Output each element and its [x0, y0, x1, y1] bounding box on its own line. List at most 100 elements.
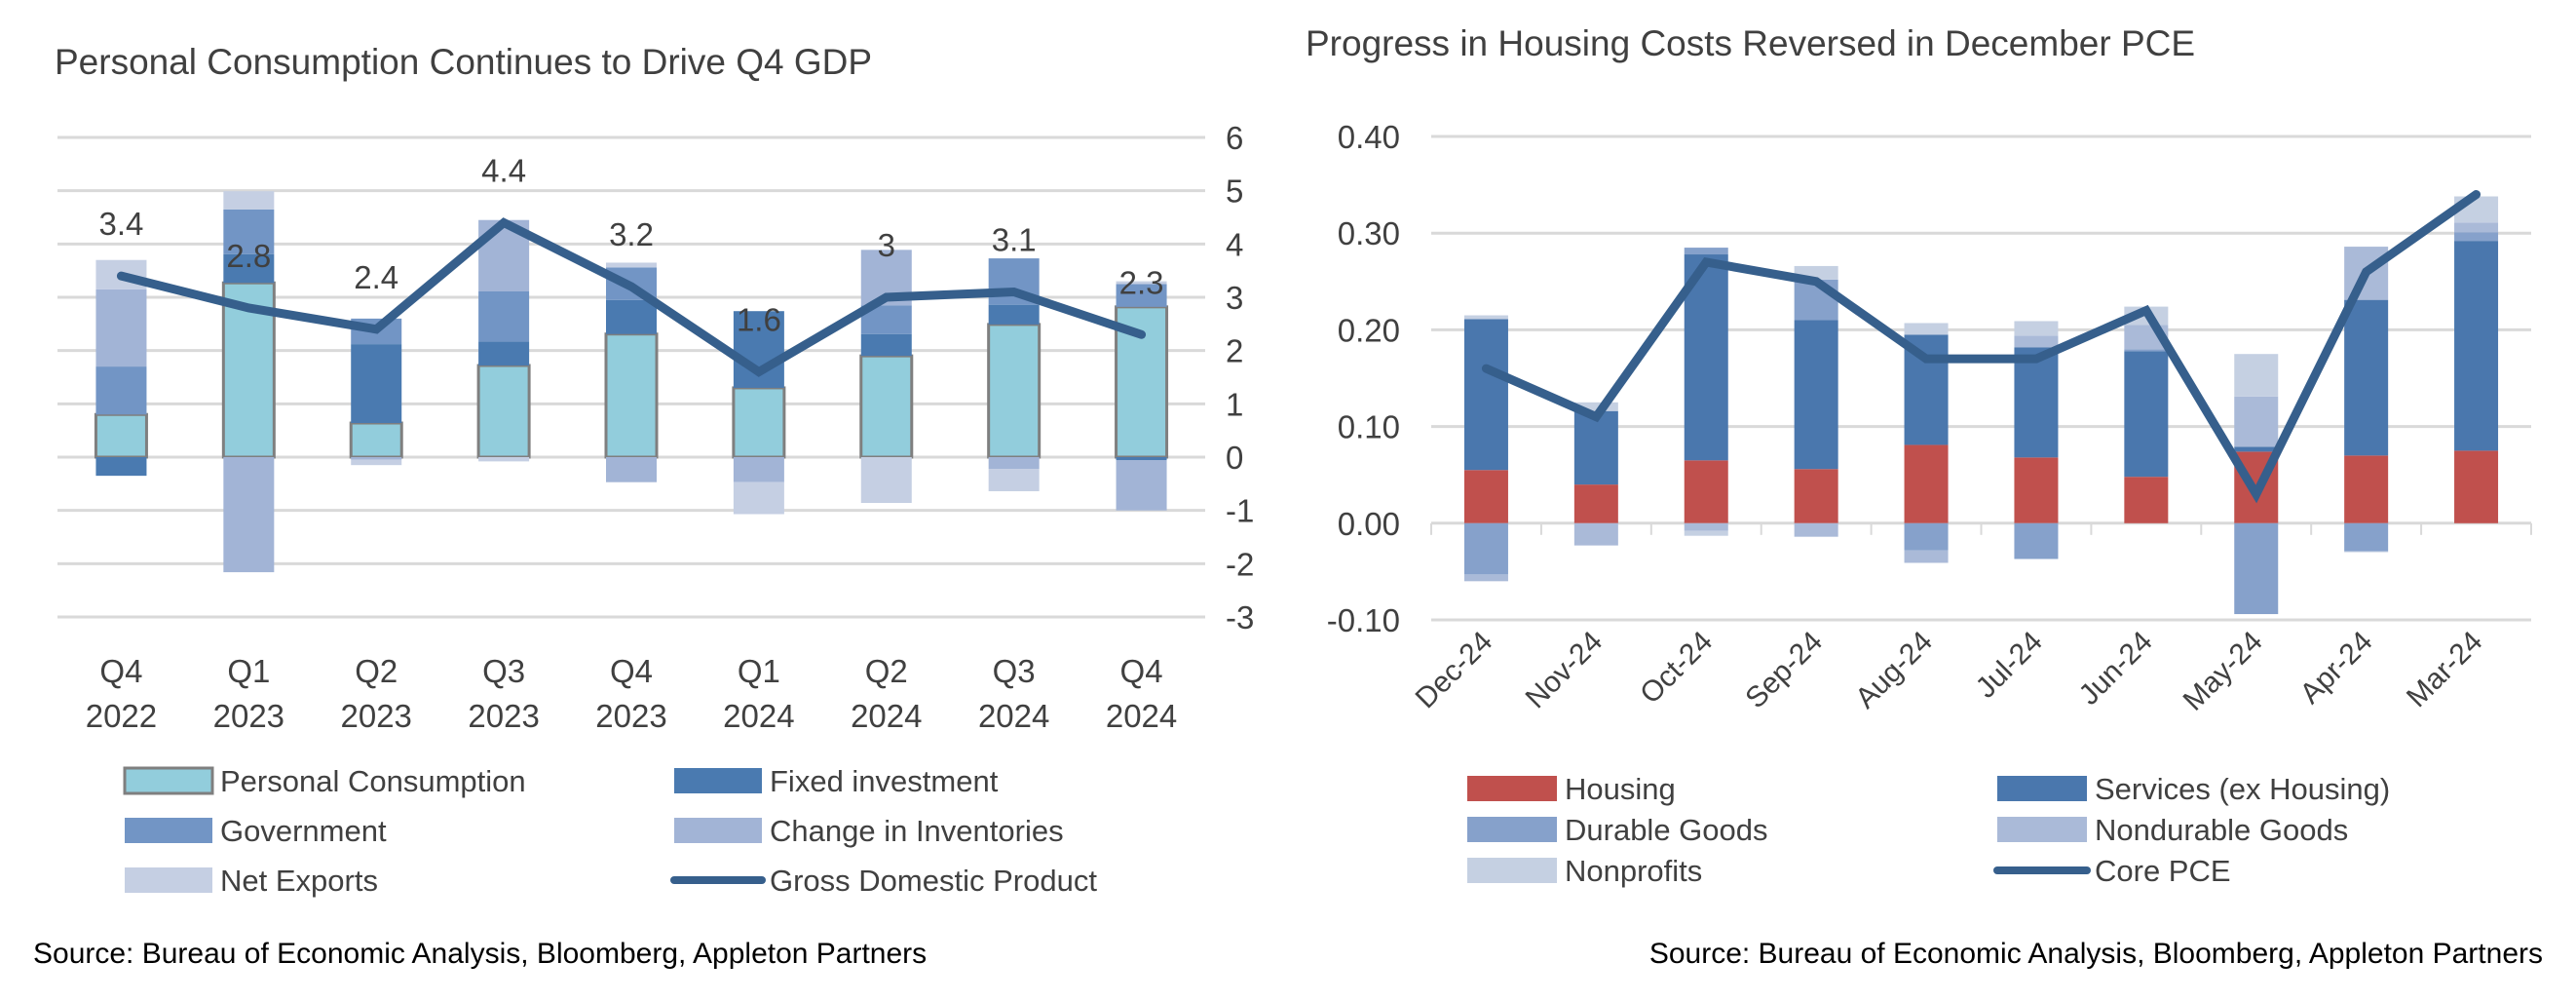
- legend-label: Net Exports: [220, 864, 378, 898]
- bar-segment-net-exports: [733, 481, 784, 515]
- y-tick-label: 0: [1226, 440, 1243, 476]
- bar-segment-personal-consumption: [987, 323, 1042, 459]
- data-label: 3.2: [609, 216, 654, 252]
- legend-item: Gross Domestic Product: [670, 864, 1097, 898]
- y-tick-label: 3: [1226, 280, 1243, 316]
- x-tick-label: Oct-24: [1634, 626, 1719, 711]
- bar-segment-nondurable-goods: [2454, 222, 2499, 233]
- bar-segment-fixed-investment: [1116, 457, 1167, 461]
- bar-segment-durable-goods: [1463, 522, 1508, 575]
- bar-segment-housing: [2124, 477, 2169, 523]
- legend-label: Housing: [1565, 772, 1676, 806]
- x-tick-label: Q4: [610, 653, 653, 689]
- left-chart: -3 -2 -1 0 1 2 3 4 5 6 Q4 2022 Q1 2023 Q2 2023 Q3 2023 Q4 2…: [57, 120, 1254, 898]
- bar-segment-nonprofits: [2014, 321, 2059, 336]
- x-tick-label: Sep-24: [1739, 626, 1829, 715]
- bar-segment-durable-goods: [1904, 522, 1949, 551]
- bar-segment-durable-goods: [1684, 248, 1728, 255]
- legend-item: Nonprofits: [1467, 854, 1702, 888]
- bar-segment-services-ex-housing-: [2454, 241, 2499, 451]
- legend-label: Change in Inventories: [770, 814, 1064, 848]
- bar-segment-net-exports: [988, 469, 1040, 491]
- x-tick-label: 2024: [851, 698, 922, 734]
- bar-segment-housing: [1684, 460, 1728, 523]
- legend-item: Personal Consumption: [123, 764, 526, 798]
- bar-segment-net-exports: [1116, 281, 1167, 285]
- legend-item: Nondurable Goods: [1997, 813, 2348, 847]
- y-tick-label: 6: [1226, 120, 1243, 156]
- bar-segment-durable-goods: [2014, 522, 2059, 559]
- bar-segment-personal-consumption: [94, 412, 148, 459]
- bar-segment-fixed-investment: [606, 299, 657, 334]
- bar-segment-government: [1116, 284, 1167, 307]
- line-series-core-pce: [1481, 190, 2481, 504]
- legend-swatch: [123, 766, 214, 795]
- legend-item: Net Exports: [125, 864, 378, 898]
- legend-item: Fixed investment: [674, 764, 999, 798]
- y-tick-label: -2: [1226, 546, 1254, 582]
- bar-segment-nondurable-goods: [2234, 396, 2279, 447]
- x-tick-label: 2024: [1106, 698, 1177, 734]
- data-label: 3.4: [99, 206, 144, 242]
- right-chart: -0.10 0.00 0.10 0.20 0.30 0.40 Dec-24 Nov-24 Oct…: [1327, 119, 2532, 888]
- right-source-note: Source: Bureau of Economic Analysis, Blo…: [1649, 938, 2543, 970]
- x-tick-label: Q2: [865, 653, 908, 689]
- x-tick-label: Dec-24: [1410, 626, 1499, 715]
- legend-item: Housing: [1467, 772, 1676, 806]
- legend-label: Fixed investment: [770, 764, 999, 798]
- bar-segment-services-ex-housing-: [2344, 299, 2389, 456]
- data-label: 1.6: [737, 302, 781, 338]
- legend-label: Nondurable Goods: [2095, 813, 2348, 847]
- bar-segment-net-exports: [351, 459, 402, 466]
- bar-segment-personal-consumption: [349, 421, 403, 459]
- legend-swatch: [1467, 776, 1557, 801]
- bar-segment-nondurable-goods: [1904, 550, 1949, 563]
- bar-segment-services-ex-housing-: [1794, 320, 1838, 470]
- x-tick-label: Q4: [1120, 653, 1163, 689]
- bar-segment-fixed-investment: [95, 457, 147, 477]
- bar-segment-fixed-investment: [351, 344, 402, 424]
- bar-segment-personal-consumption: [732, 386, 786, 459]
- bar-segment-change-in-inventories: [223, 457, 275, 573]
- legend-label: Durable Goods: [1565, 813, 1768, 847]
- bar-segment-housing: [2344, 455, 2389, 523]
- bar-segment-durable-goods: [2124, 349, 2169, 352]
- x-tick-label: Jul-24: [1970, 626, 2049, 705]
- bar-segment-personal-consumption: [476, 364, 531, 459]
- y-tick-label: 5: [1226, 173, 1243, 210]
- bar-segment-government: [478, 290, 530, 342]
- bar-segment-housing: [1904, 444, 1949, 523]
- legend-swatch: [125, 867, 212, 893]
- legend-item: Change in Inventories: [674, 814, 1064, 848]
- x-tick-label: Nov-24: [1520, 626, 1610, 715]
- legend-label: Nonprofits: [1565, 854, 1702, 888]
- x-tick-label: Q3: [993, 653, 1036, 689]
- bar-segment-housing: [1794, 469, 1838, 523]
- bar-segment-fixed-investment: [223, 253, 275, 284]
- right-chart-title: Progress in Housing Costs Reversed in De…: [1306, 23, 2195, 63]
- left-chart-title: Personal Consumption Continues to Drive …: [55, 42, 872, 82]
- legend-item: Core PCE: [1993, 854, 2231, 888]
- legend-swatch: [1467, 858, 1557, 883]
- x-tick-label: 2022: [86, 698, 157, 734]
- bar-segment-nondurable-goods: [1573, 522, 1618, 546]
- bar-segment-housing: [2014, 457, 2059, 523]
- x-tick-label: 2023: [213, 698, 284, 734]
- bar-segment-nondurable-goods: [2014, 335, 2059, 348]
- bar-segment-change-in-inventories: [988, 457, 1040, 470]
- x-tick-label: Mar-24: [2401, 626, 2489, 714]
- y-tick-label: 0.10: [1338, 409, 1400, 445]
- bar-segment-nonprofits: [1573, 402, 1618, 411]
- legend-label: Services (ex Housing): [2095, 772, 2390, 806]
- x-tick-label: Q3: [482, 653, 525, 689]
- legend-item: Services (ex Housing): [1997, 772, 2390, 806]
- bar-segment-nonprofits: [1463, 315, 1508, 320]
- bar-segment-housing: [1463, 470, 1508, 523]
- legend-swatch: [1997, 817, 2087, 842]
- left-source-note: Source: Bureau of Economic Analysis, Blo…: [33, 938, 927, 970]
- y-tick-label: 0.30: [1338, 215, 1400, 251]
- bar-segment-net-exports: [860, 457, 912, 504]
- y-tick-label: -1: [1226, 493, 1254, 529]
- y-tick-label: 0.20: [1338, 312, 1400, 348]
- bar-segment-housing: [2454, 450, 2499, 523]
